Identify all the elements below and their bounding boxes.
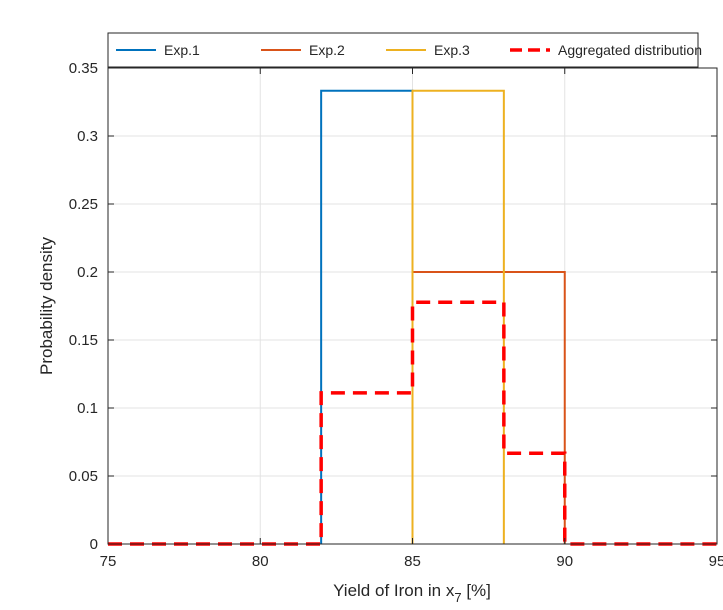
ticks — [107, 67, 718, 545]
tick-labels: 75 80 85 90 95 0 0.05 0.1 0.15 0.2 0.25 0.3 0.35 — [69, 60, 723, 570]
y-axis-title: Probability density — [37, 237, 56, 375]
y-tick-label: 0.05 — [69, 468, 98, 485]
y-tick-label: 0.25 — [69, 196, 98, 213]
x-tick-label: 80 — [252, 553, 269, 570]
series-layer — [108, 89, 717, 546]
y-tick-label: 0.1 — [77, 400, 98, 417]
legend-label: Exp.3 — [434, 42, 470, 58]
legend-label: Exp.1 — [164, 42, 200, 58]
x-tick-label: 95 — [709, 553, 723, 570]
x-tick-label: 90 — [556, 553, 573, 570]
series-line-aggregated-distribution — [108, 300, 717, 546]
y-tick-label: 0.15 — [69, 332, 98, 349]
x-tick-label: 85 — [404, 553, 421, 570]
legend: Exp.1 Exp.2 Exp.3 Aggregated distribution — [107, 32, 702, 68]
y-tick-label: 0.3 — [77, 128, 98, 145]
y-tick-label: 0 — [90, 536, 98, 553]
y-tick-label: 0.2 — [77, 264, 98, 281]
x-axis-title: Yield of Iron in x7 [%] — [333, 581, 491, 605]
y-tick-label: 0.35 — [69, 60, 98, 77]
legend-label: Aggregated distribution — [558, 42, 702, 58]
x-tick-label: 75 — [100, 553, 117, 570]
legend-label: Exp.2 — [309, 42, 345, 58]
